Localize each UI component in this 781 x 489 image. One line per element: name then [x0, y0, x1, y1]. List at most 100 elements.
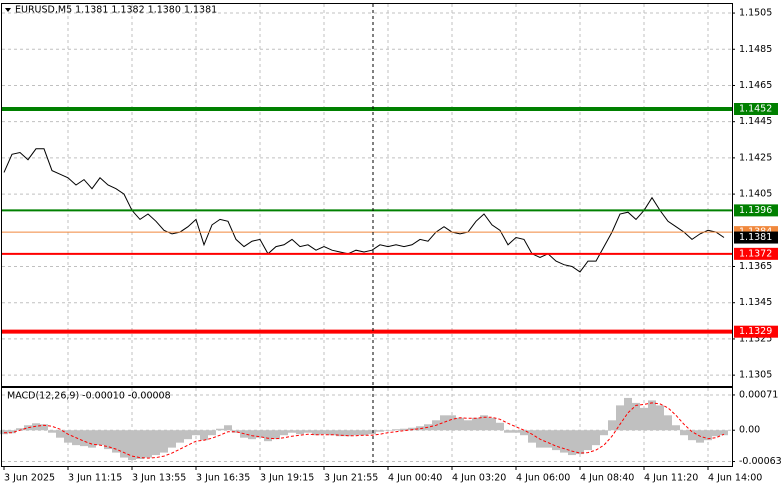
x-tick-label: 3 Jun 2025 — [4, 473, 55, 484]
level-label-bg — [734, 247, 778, 260]
macd-bar — [96, 430, 104, 446]
macd-bar — [264, 430, 272, 442]
x-tick-label: 3 Jun 19:15 — [260, 473, 314, 484]
macd-bar — [648, 400, 656, 431]
macd-bar — [120, 430, 128, 458]
macd-bar — [64, 430, 72, 443]
y-tick-label: 1.1505 — [739, 8, 772, 19]
macd-bar — [584, 430, 592, 451]
y-tick-label: 1.1365 — [739, 261, 772, 272]
macd-bar — [408, 427, 416, 431]
level-label-bg — [734, 325, 778, 338]
macd-bar — [344, 430, 352, 437]
macd-bar — [320, 430, 328, 435]
macd-bar — [640, 407, 648, 431]
macd-bar — [672, 425, 680, 431]
macd-bar — [496, 422, 504, 431]
macd-title: MACD(12,26,9) -0.00010 -0.00008 — [7, 391, 171, 402]
macd-bar — [512, 430, 520, 433]
y-tick-label: 1.1325 — [739, 333, 772, 344]
macd-bar — [504, 430, 512, 433]
macd-bar — [528, 430, 536, 443]
macd-bar — [8, 430, 16, 434]
macd-bar — [328, 430, 336, 436]
macd-bar — [224, 425, 232, 431]
y-tick-label: 0.00071 — [739, 389, 778, 400]
macd-bar — [128, 430, 136, 461]
macd-bar — [488, 417, 496, 431]
x-tick-label: 3 Jun 11:15 — [68, 473, 122, 484]
macd-bar — [464, 420, 472, 431]
y-tick-label: 1.1345 — [739, 297, 772, 308]
x-tick-label: 4 Jun 00:40 — [388, 473, 442, 484]
x-tick-label: 4 Jun 11:20 — [644, 473, 698, 484]
macd-bar — [704, 430, 712, 441]
macd-bar — [288, 430, 296, 433]
macd-bar — [608, 420, 616, 431]
macd-bar — [184, 430, 192, 440]
y-tick-label: 1.1445 — [739, 116, 772, 127]
macd-bar — [192, 430, 200, 436]
macd-bar — [40, 424, 48, 431]
macd-bar — [616, 405, 624, 431]
macd-bar — [688, 430, 696, 441]
macd-bar — [312, 430, 320, 436]
macd-bar — [712, 430, 720, 437]
macd-bar — [632, 402, 640, 431]
macd-bar — [664, 415, 672, 431]
macd-bar — [144, 430, 152, 458]
macd-bar — [304, 430, 312, 433]
macd-bar — [600, 430, 608, 436]
macd-bar — [24, 425, 32, 431]
macd-bar — [256, 430, 264, 438]
macd-bar — [16, 428, 24, 431]
y-tick-label: 1.1305 — [739, 370, 772, 381]
macd-bar — [104, 430, 112, 450]
macd-bar — [384, 430, 392, 431]
y-tick-label: 1.1465 — [739, 80, 772, 91]
signal-line — [4, 402, 725, 459]
x-tick-label: 4 Jun 14:00 — [708, 473, 762, 484]
macd-bar — [720, 430, 728, 436]
y-tick-label: 1.1405 — [739, 189, 772, 200]
macd-bar — [680, 430, 688, 436]
macd-bar — [168, 430, 176, 448]
x-tick-label: 4 Jun 03:20 — [452, 473, 506, 484]
macd-bar — [416, 426, 424, 431]
level-label-bg — [734, 103, 778, 116]
macd-bar — [568, 430, 576, 456]
y-tick-label: 1.1425 — [739, 152, 772, 163]
macd-bar — [136, 430, 144, 460]
y-tick-label: 0.00 — [739, 425, 760, 436]
level-label: 1.1452 — [739, 104, 772, 115]
macd-bar — [88, 430, 96, 448]
macd-bar — [112, 430, 120, 453]
macd-bar — [48, 430, 56, 433]
y-tick-label: 1.1485 — [739, 44, 772, 55]
last-price-label: 1.1381 — [739, 232, 772, 243]
macd-frame — [1, 387, 733, 467]
macd-bar — [200, 430, 208, 441]
macd-bar — [160, 430, 168, 453]
macd-bar — [440, 415, 448, 431]
level-label: 1.1329 — [739, 326, 772, 337]
level-label: 1.1372 — [739, 248, 772, 259]
macd-bar — [208, 430, 216, 436]
macd-bar — [472, 417, 480, 431]
macd-bar — [456, 417, 464, 431]
macd-bar — [56, 430, 64, 438]
y-tick-label: -0.00063 — [739, 456, 781, 467]
macd-bar — [152, 430, 160, 456]
x-tick-label: 3 Jun 16:35 — [196, 473, 250, 484]
macd-bar — [216, 428, 224, 431]
macd-bar — [480, 415, 488, 431]
macd-bar — [176, 430, 184, 443]
x-tick-label: 4 Jun 08:40 — [580, 473, 634, 484]
macd-bar — [352, 430, 360, 436]
x-tick-label: 3 Jun 13:55 — [132, 473, 186, 484]
macd-bar — [400, 428, 408, 431]
macd-bar — [376, 430, 384, 432]
macd-bar — [80, 430, 88, 447]
macd-bar — [296, 430, 304, 435]
